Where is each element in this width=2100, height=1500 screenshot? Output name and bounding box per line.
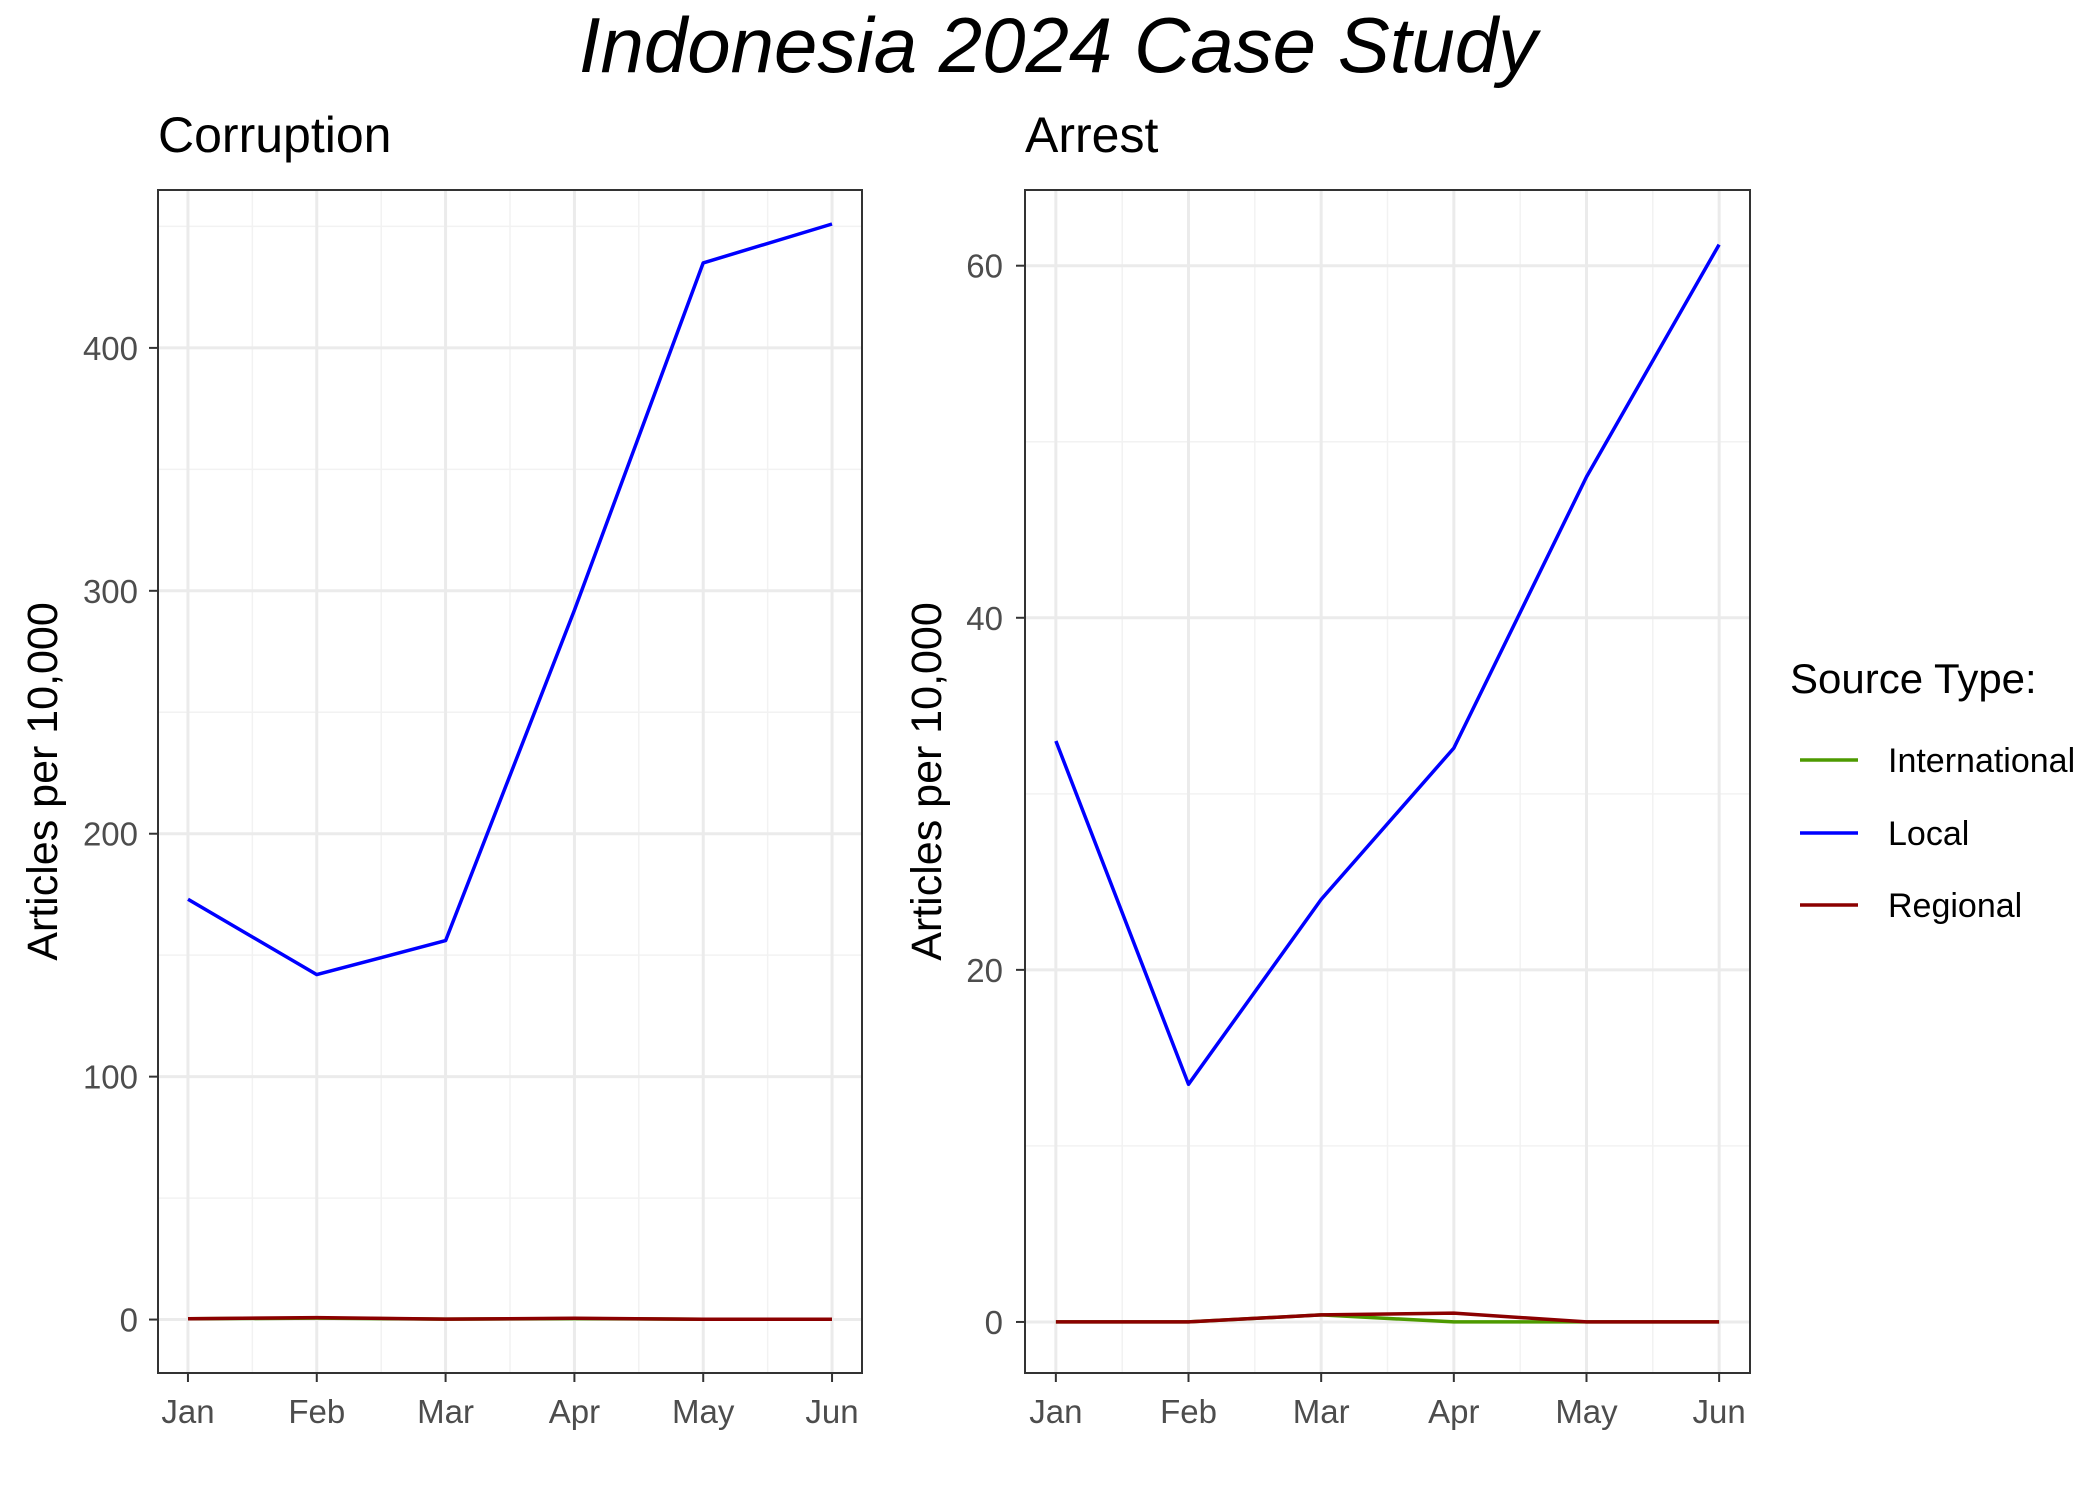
y-tick-label: 200 (83, 816, 138, 853)
panel-corruption: 0 100 200 300 400 Jan Feb Mar Apr May Jun Corruptio… (19, 107, 863, 1430)
x-tick-label: Jan (161, 1393, 214, 1430)
x-tick-label: Jan (1029, 1393, 1082, 1430)
x-tick-label: Mar (417, 1393, 474, 1430)
y-tick-label: 40 (966, 600, 1003, 637)
y-tick-label: 60 (966, 248, 1003, 285)
y-tick-label: 0 (985, 1304, 1003, 1341)
legend-label: Local (1888, 815, 1969, 853)
series-line-regional (1055, 1311, 1720, 1324)
panel-title: Corruption (158, 107, 391, 163)
legend-title: Source Type: (1790, 655, 2037, 702)
legend-item-regional: Regional (1800, 887, 2022, 925)
plot-border (1024, 189, 1751, 1374)
y-tick-label: 0 (120, 1302, 138, 1339)
chart-title: Indonesia 2024 Case Study (579, 1, 1541, 89)
legend: Source Type: International Local Regional (1790, 655, 2075, 925)
y-tick-label: 20 (966, 952, 1003, 989)
y-axis-title: Articles per 10,000 (19, 602, 67, 961)
series-line-regional (187, 1315, 832, 1322)
x-tick-label: Apr (549, 1393, 600, 1430)
panel-title: Arrest (1025, 107, 1158, 163)
legend-label: International (1888, 742, 2075, 780)
x-tick-label: May (1555, 1393, 1618, 1430)
x-tick-label: May (672, 1393, 735, 1430)
x-tick-label: Jun (805, 1393, 858, 1430)
y-axis-title: Articles per 10,000 (903, 602, 951, 961)
panel-arrest: 0 20 40 60 Jan Feb Mar Apr May Jun Arrest Articles … (903, 107, 1751, 1430)
x-tick-label: Feb (288, 1393, 345, 1430)
y-tick-label: 100 (83, 1059, 138, 1096)
plot-border (157, 189, 863, 1374)
x-tick-label: Apr (1428, 1393, 1479, 1430)
y-tick-label: 400 (83, 330, 138, 367)
series-line-local (1054, 243, 1721, 1087)
x-tick-label: Jun (1693, 1393, 1746, 1430)
legend-item-local: Local (1800, 815, 1969, 853)
y-tick-label: 300 (83, 573, 138, 610)
series-line-local (187, 222, 833, 977)
x-tick-label: Mar (1293, 1393, 1350, 1430)
legend-item-international: International (1800, 742, 2075, 780)
x-tick-label: Feb (1160, 1393, 1217, 1430)
legend-label: Regional (1888, 887, 2022, 925)
